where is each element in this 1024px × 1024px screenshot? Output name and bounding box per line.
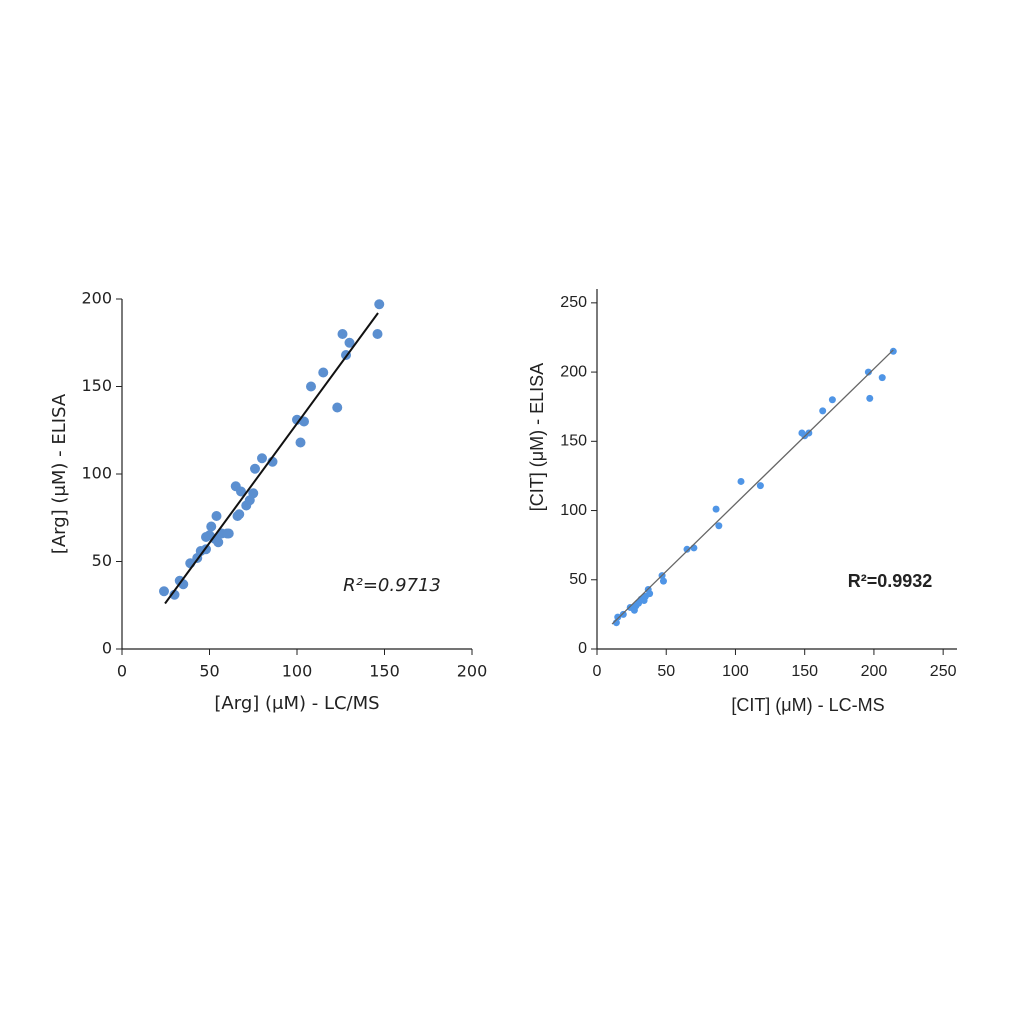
point [372,329,383,339]
y-tick-label: 0 [578,640,587,657]
y-tick-label: 150 [560,433,587,450]
x-tick-label: 50 [657,663,675,680]
y-tick-label: 200 [560,363,587,380]
point [864,368,872,376]
point [715,522,723,530]
x-tick-label: 150 [369,662,400,681]
point [306,381,316,392]
point [889,347,897,355]
r-squared: R²=0.9713 [343,575,441,596]
point [683,545,691,553]
point [250,463,260,474]
point [234,509,245,520]
x-tick-label: 100 [722,663,749,680]
y-tick-label: 0 [102,639,112,658]
y-tick-label: 250 [560,294,587,311]
point [614,613,622,621]
x-axis-label: [CIT] (μM) - LC-MS [731,695,884,715]
point [223,528,234,539]
point [295,437,306,448]
y-tick-label: 100 [560,502,587,519]
point [169,589,180,600]
point [712,505,720,513]
point [690,544,698,552]
point [659,577,667,585]
point [878,374,886,382]
x-tick-label: 100 [282,662,313,681]
point [344,337,355,348]
x-tick-label: 250 [930,663,957,680]
fit-line [164,312,379,605]
x-tick-label: 0 [593,663,602,680]
point [737,477,745,485]
y-tick-label: 50 [92,551,112,570]
x-tick-label: 200 [861,663,888,680]
point [257,453,267,464]
point [337,329,348,339]
x-tick-label: 150 [791,663,818,680]
y-tick-label: 50 [569,571,587,588]
point [756,482,764,490]
point [211,511,222,521]
point [374,299,385,310]
point [213,537,224,548]
point [318,367,329,378]
y-tick-label: 100 [81,464,112,483]
y-tick-label: 150 [81,376,112,395]
x-tick-label: 200 [457,662,488,681]
y-tick-label: 200 [81,289,112,308]
fit-line [611,349,894,625]
point [206,521,217,532]
point [159,586,169,597]
point [828,396,836,404]
x-axis-label: [Arg] (μM) - LC/MS [214,693,379,714]
point [646,590,654,598]
point [819,407,827,415]
point [236,486,246,497]
point [619,610,627,618]
y-axis-label: [CIT] (μM) - ELISA [527,363,547,511]
x-tick-label: 50 [199,662,219,681]
y-axis-label: [Arg] (μM) - ELISA [49,393,70,554]
point [332,402,343,413]
x-tick-label: 0 [117,662,127,681]
r-squared: R²=0.9932 [848,571,933,591]
point [866,394,874,402]
point [248,488,259,499]
